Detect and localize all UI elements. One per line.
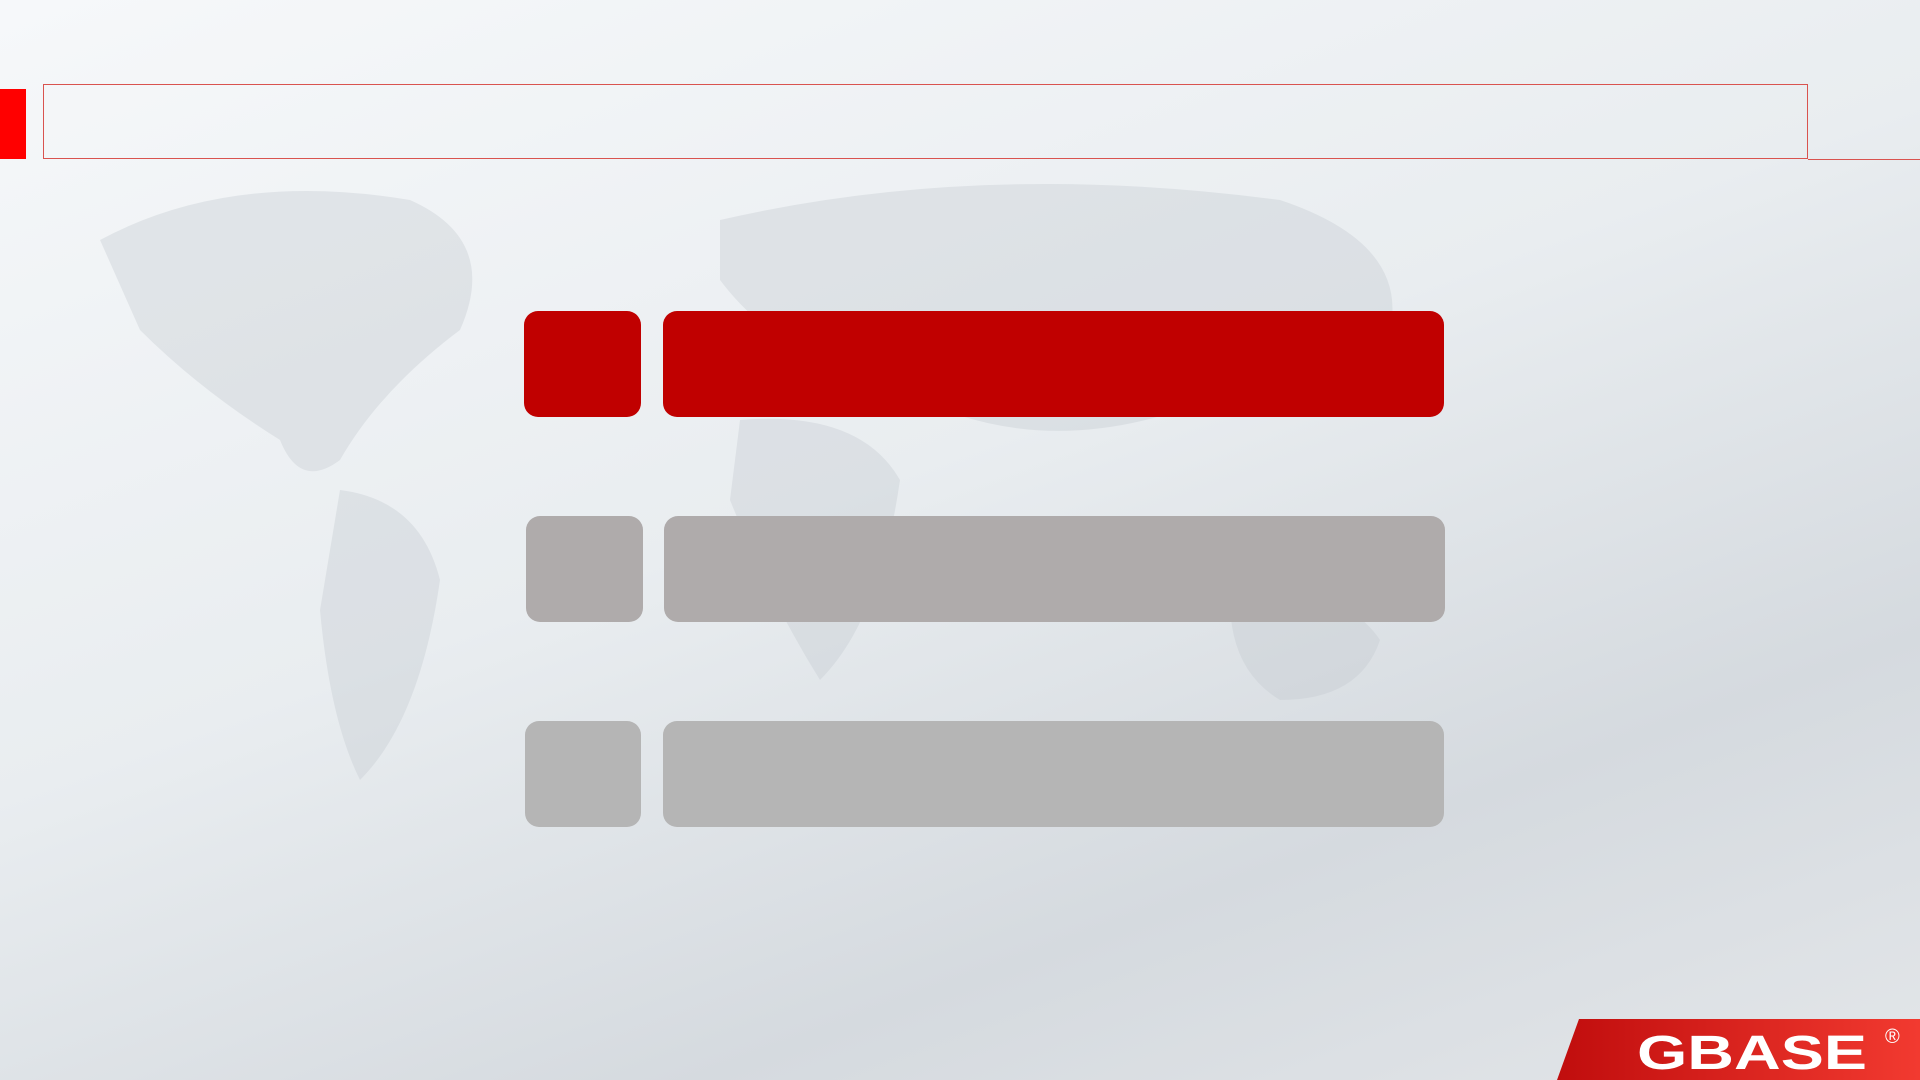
gbase-logo: GBASE ® <box>1557 1019 1920 1080</box>
menu-item-label-box <box>663 721 1444 827</box>
menu-item-label-box <box>664 516 1445 622</box>
menu-item-number-box <box>524 311 641 417</box>
title-divider <box>1808 159 1920 160</box>
title-accent-bar <box>0 89 26 159</box>
menu-item-number-box <box>526 516 643 622</box>
menu-item-number-box <box>525 721 641 827</box>
svg-text:GBASE: GBASE <box>1637 1027 1867 1080</box>
menu-item-label-box <box>663 311 1444 417</box>
title-box <box>43 84 1808 159</box>
svg-text:®: ® <box>1885 1026 1900 1048</box>
